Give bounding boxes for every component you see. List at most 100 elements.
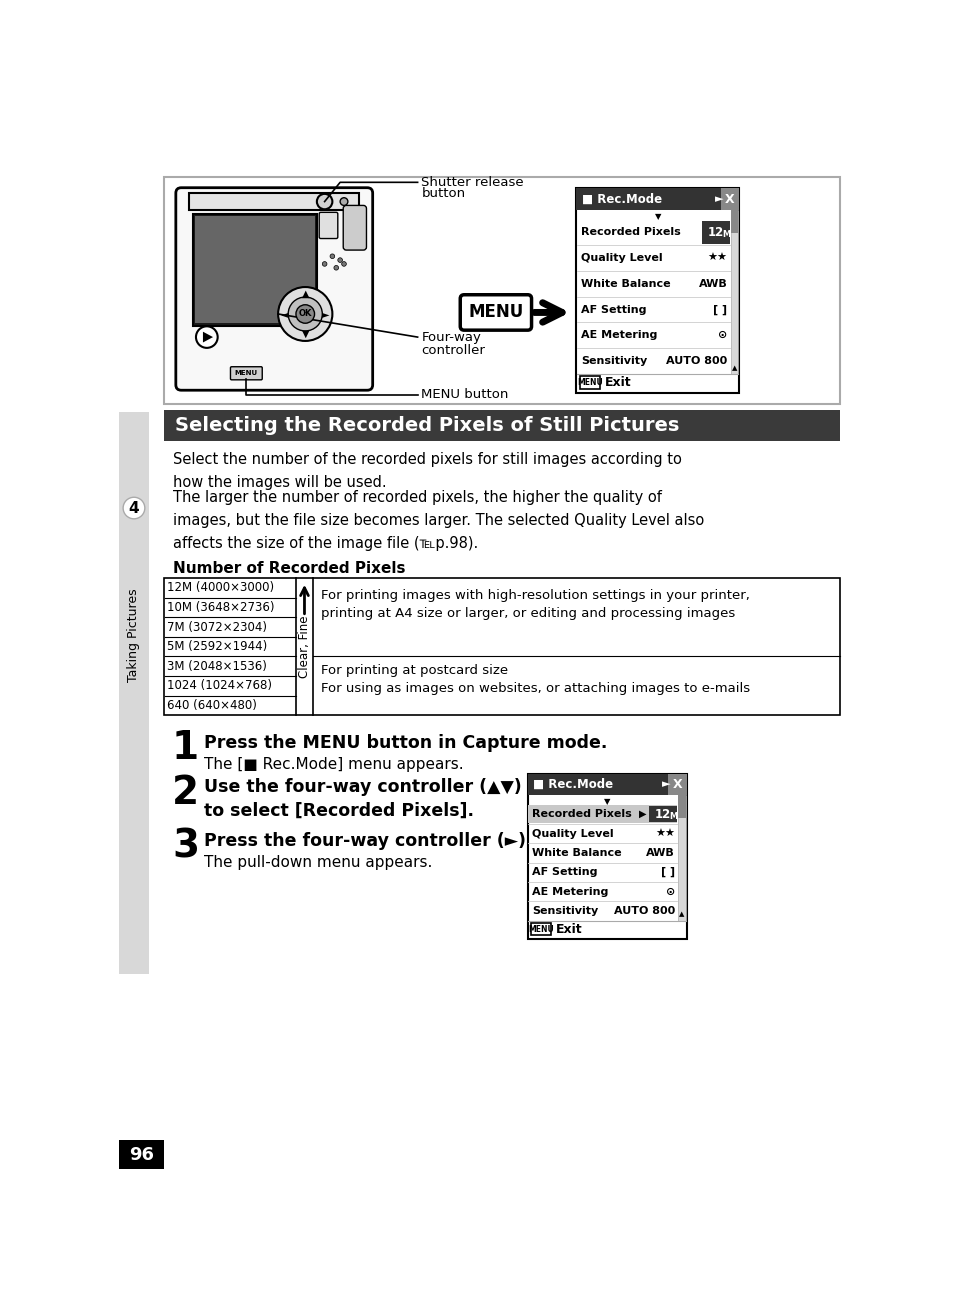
Text: Four-way: Four-way bbox=[421, 331, 481, 343]
Text: The pull-down menu appears.: The pull-down menu appears. bbox=[204, 855, 433, 870]
Circle shape bbox=[340, 197, 348, 205]
Text: AUTO 800: AUTO 800 bbox=[613, 907, 674, 916]
Text: 640 (640×480): 640 (640×480) bbox=[167, 699, 257, 712]
Text: 3: 3 bbox=[172, 828, 199, 866]
FancyBboxPatch shape bbox=[730, 210, 738, 374]
Text: X: X bbox=[672, 778, 681, 791]
Text: Select the number of the recorded pixels for still images according to
how the i: Select the number of the recorded pixels… bbox=[173, 452, 681, 490]
Text: The larger the number of recorded pixels, the higher the quality of
images, but : The larger the number of recorded pixels… bbox=[173, 490, 704, 551]
FancyBboxPatch shape bbox=[231, 367, 262, 380]
FancyBboxPatch shape bbox=[576, 188, 739, 210]
FancyBboxPatch shape bbox=[667, 774, 686, 795]
Circle shape bbox=[337, 258, 342, 263]
Text: AF Setting: AF Setting bbox=[532, 867, 598, 878]
FancyBboxPatch shape bbox=[530, 922, 550, 936]
Text: Quality Level: Quality Level bbox=[580, 254, 662, 263]
Text: 2: 2 bbox=[172, 774, 199, 812]
Text: ►: ► bbox=[321, 309, 329, 319]
Text: ▼: ▼ bbox=[301, 328, 309, 339]
FancyBboxPatch shape bbox=[579, 376, 599, 389]
Text: AE Metering: AE Metering bbox=[532, 887, 608, 896]
Text: ◄: ◄ bbox=[281, 309, 289, 319]
Text: White Balance: White Balance bbox=[532, 848, 621, 858]
Text: 12: 12 bbox=[707, 226, 723, 239]
FancyBboxPatch shape bbox=[649, 805, 677, 823]
Text: MENU: MENU bbox=[577, 378, 602, 388]
Text: ★★: ★★ bbox=[707, 254, 727, 263]
Text: 96: 96 bbox=[129, 1146, 154, 1164]
Text: 10M (3648×2736): 10M (3648×2736) bbox=[167, 600, 274, 614]
Text: ▶: ▶ bbox=[639, 809, 645, 819]
Text: ▲: ▲ bbox=[301, 289, 309, 300]
FancyBboxPatch shape bbox=[193, 214, 316, 326]
Text: Clear, Fine: Clear, Fine bbox=[297, 615, 311, 678]
Text: ▼: ▼ bbox=[603, 796, 609, 805]
FancyBboxPatch shape bbox=[528, 805, 677, 824]
Text: 1024 (1024×768): 1024 (1024×768) bbox=[167, 679, 272, 692]
Text: AWB: AWB bbox=[699, 279, 727, 289]
Text: MENU button: MENU button bbox=[421, 389, 508, 401]
Text: MENU: MENU bbox=[234, 371, 257, 376]
Text: For printing images with high-resolution settings in your printer,
printing at A: For printing images with high-resolution… bbox=[320, 589, 749, 620]
Text: OK: OK bbox=[298, 310, 312, 318]
Text: Sensitivity: Sensitivity bbox=[532, 907, 598, 916]
Text: MENU: MENU bbox=[468, 304, 523, 322]
Text: 12M (4000×3000): 12M (4000×3000) bbox=[167, 581, 274, 594]
Text: M: M bbox=[669, 812, 677, 821]
Text: 3M (2048×1536): 3M (2048×1536) bbox=[167, 660, 267, 673]
Text: to select [Recorded Pixels].: to select [Recorded Pixels]. bbox=[204, 802, 474, 820]
FancyBboxPatch shape bbox=[164, 578, 840, 715]
FancyBboxPatch shape bbox=[730, 210, 738, 233]
Text: Press the four-way controller (►).: Press the four-way controller (►). bbox=[204, 832, 533, 850]
Polygon shape bbox=[203, 331, 213, 343]
Circle shape bbox=[316, 194, 332, 209]
FancyBboxPatch shape bbox=[119, 1141, 164, 1169]
FancyBboxPatch shape bbox=[119, 411, 149, 974]
Circle shape bbox=[195, 326, 217, 348]
Circle shape bbox=[288, 297, 322, 331]
FancyBboxPatch shape bbox=[678, 795, 685, 819]
Circle shape bbox=[123, 497, 145, 519]
FancyBboxPatch shape bbox=[678, 795, 685, 921]
Text: 12: 12 bbox=[655, 808, 671, 821]
Text: 1: 1 bbox=[172, 729, 199, 767]
FancyBboxPatch shape bbox=[195, 217, 314, 323]
Text: AUTO 800: AUTO 800 bbox=[666, 356, 727, 367]
Text: 4: 4 bbox=[129, 501, 139, 515]
FancyBboxPatch shape bbox=[175, 188, 373, 390]
FancyBboxPatch shape bbox=[720, 188, 739, 210]
Text: Sensitivity: Sensitivity bbox=[580, 356, 647, 367]
Text: Selecting the Recorded Pixels of Still Pictures: Selecting the Recorded Pixels of Still P… bbox=[174, 417, 679, 435]
Text: AWB: AWB bbox=[645, 848, 674, 858]
Text: ▼: ▼ bbox=[654, 212, 660, 221]
Text: ⊙: ⊙ bbox=[665, 887, 674, 896]
Text: M: M bbox=[721, 230, 729, 239]
FancyBboxPatch shape bbox=[576, 188, 739, 393]
FancyBboxPatch shape bbox=[189, 193, 359, 210]
Text: Quality Level: Quality Level bbox=[532, 829, 614, 838]
Circle shape bbox=[295, 305, 314, 323]
Text: AE Metering: AE Metering bbox=[580, 330, 657, 340]
FancyBboxPatch shape bbox=[459, 294, 531, 330]
Text: controller: controller bbox=[421, 344, 485, 357]
Text: Shutter release: Shutter release bbox=[421, 176, 523, 189]
Circle shape bbox=[330, 254, 335, 259]
Text: MENU: MENU bbox=[527, 925, 553, 934]
Text: ▲: ▲ bbox=[731, 365, 737, 371]
Text: Press the MENU button in Capture mode.: Press the MENU button in Capture mode. bbox=[204, 733, 607, 752]
Text: AF Setting: AF Setting bbox=[580, 305, 646, 314]
Text: For printing at postcard size
For using as images on websites, or attaching imag: For printing at postcard size For using … bbox=[320, 664, 749, 695]
Text: Recorded Pixels: Recorded Pixels bbox=[532, 809, 632, 819]
Text: Exit: Exit bbox=[604, 376, 631, 389]
Text: ■ Rec.Mode: ■ Rec.Mode bbox=[533, 778, 613, 791]
Text: 5M (2592×1944): 5M (2592×1944) bbox=[167, 640, 267, 653]
Circle shape bbox=[322, 261, 327, 267]
FancyBboxPatch shape bbox=[701, 221, 729, 243]
FancyBboxPatch shape bbox=[164, 177, 840, 405]
Text: X: X bbox=[724, 193, 734, 206]
Text: Number of Recorded Pixels: Number of Recorded Pixels bbox=[173, 561, 406, 576]
FancyBboxPatch shape bbox=[319, 213, 337, 239]
Circle shape bbox=[334, 265, 338, 271]
Text: ►: ► bbox=[661, 779, 670, 790]
FancyBboxPatch shape bbox=[343, 205, 366, 250]
